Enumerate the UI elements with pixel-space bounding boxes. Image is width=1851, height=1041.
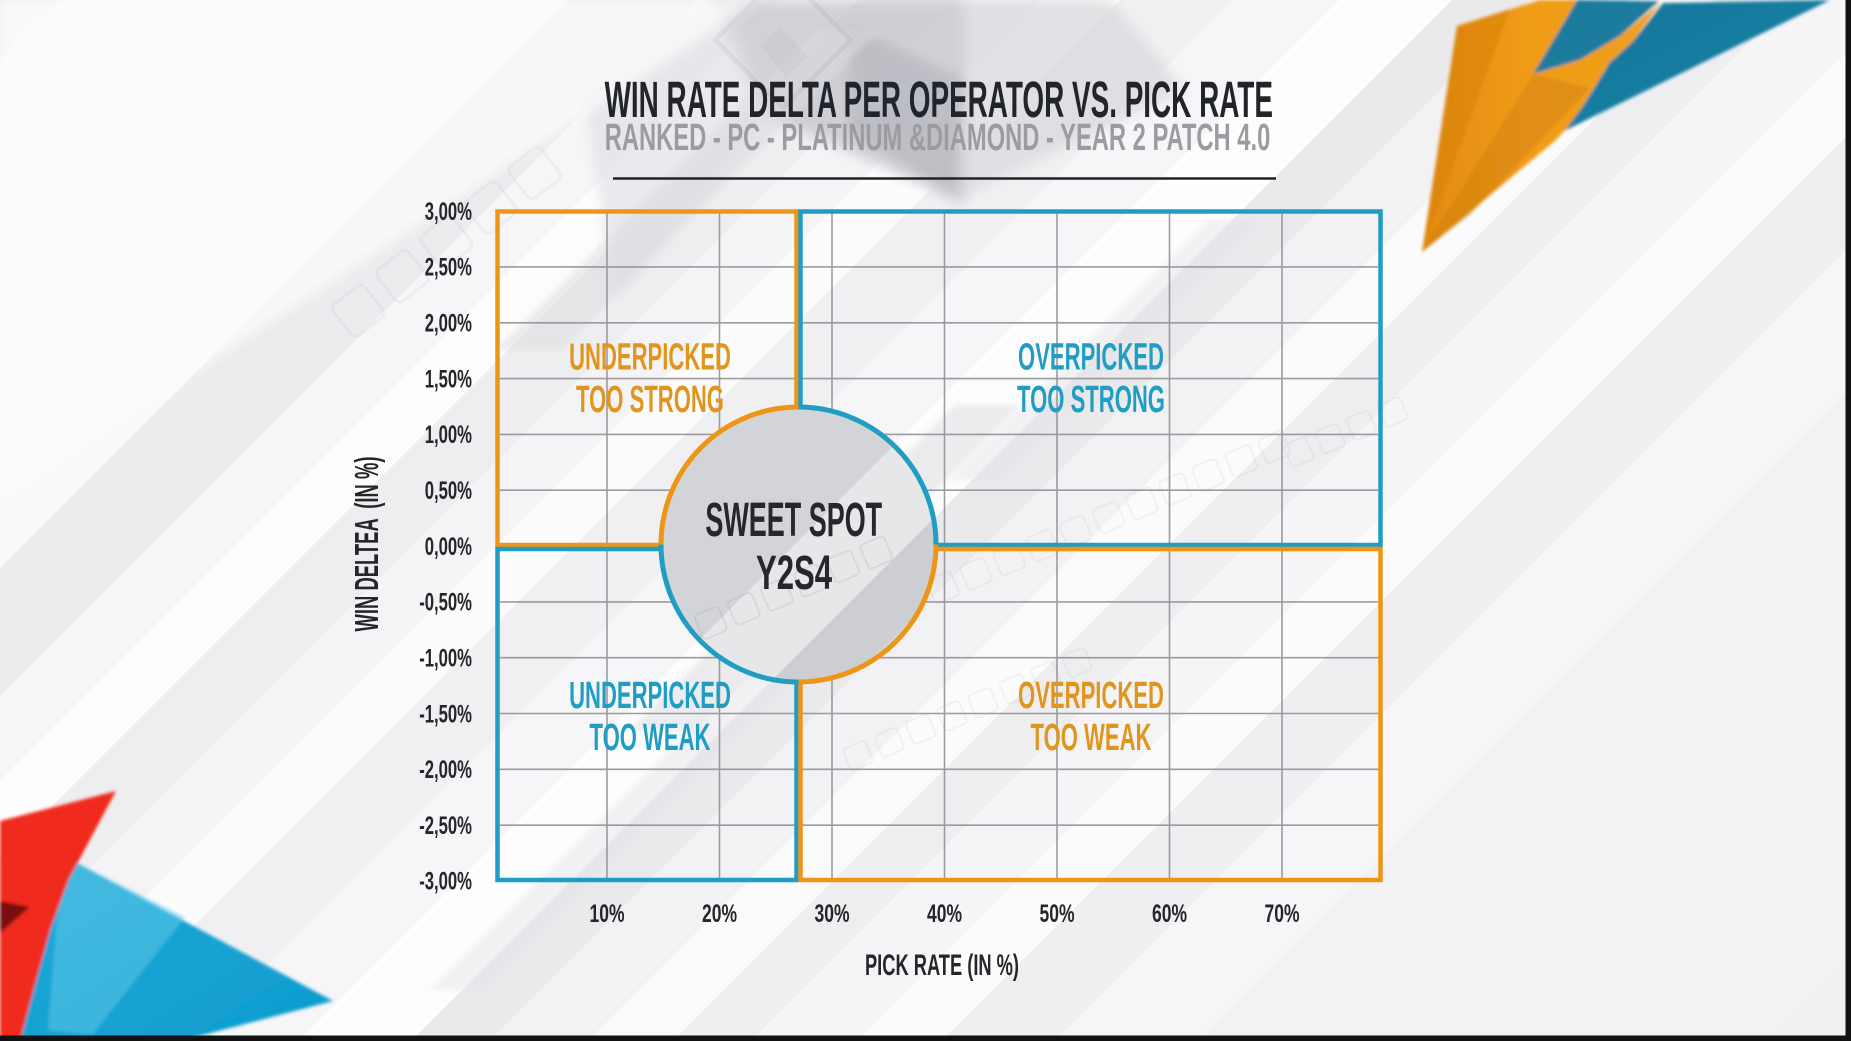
svg-text:50%: 50% [1039, 899, 1074, 928]
svg-text:TOO WEAK: TOO WEAK [1031, 716, 1152, 759]
svg-text:-2,50%: -2,50% [419, 812, 472, 840]
svg-text:TOO STRONG: TOO STRONG [576, 378, 724, 421]
svg-text:-3,00%: -3,00% [419, 867, 472, 895]
svg-text:0,50%: 0,50% [425, 477, 472, 505]
svg-text:SWEET SPOT: SWEET SPOT [705, 494, 882, 547]
svg-text:60%: 60% [1152, 899, 1187, 928]
svg-text:TOO WEAK: TOO WEAK [590, 716, 711, 759]
svg-text:Y2S4: Y2S4 [756, 545, 832, 600]
svg-text:RANKED - PC - PLATINUM &DIAMON: RANKED - PC - PLATINUM &DIAMOND - YEAR 2… [605, 115, 1271, 158]
svg-text:WIN RATE DELTA PER OPERATOR VS: WIN RATE DELTA PER OPERATOR VS. PICK RAT… [605, 71, 1273, 128]
svg-text:2,00%: 2,00% [425, 309, 472, 337]
svg-text:PICK RATE (IN %): PICK RATE (IN %) [865, 950, 1019, 982]
svg-text:TOO STRONG: TOO STRONG [1017, 378, 1165, 421]
svg-text:30%: 30% [814, 899, 849, 928]
svg-text:UNDERPICKED: UNDERPICKED [569, 335, 731, 378]
svg-text:1,00%: 1,00% [425, 421, 472, 449]
svg-text:-2,00%: -2,00% [419, 756, 472, 784]
svg-text:-1,50%: -1,50% [419, 700, 472, 728]
svg-text:70%: 70% [1264, 899, 1299, 928]
svg-text:10%: 10% [589, 899, 624, 928]
svg-text:-1,00%: -1,00% [419, 644, 472, 672]
svg-text:OVERPICKED: OVERPICKED [1018, 335, 1164, 378]
svg-text:OVERPICKED: OVERPICKED [1018, 674, 1164, 717]
svg-text:-0,50%: -0,50% [419, 588, 472, 616]
svg-text:1,50%: 1,50% [425, 365, 472, 393]
svg-text:2,50%: 2,50% [425, 253, 472, 281]
svg-text:WIN DELTEA (IN %): WIN DELTEA (IN %) [348, 457, 385, 632]
svg-text:3,00%: 3,00% [425, 198, 472, 226]
svg-text:40%: 40% [927, 899, 962, 928]
svg-text:0,00%: 0,00% [425, 532, 472, 560]
svg-text:20%: 20% [702, 899, 737, 928]
svg-text:UNDERPICKED: UNDERPICKED [569, 674, 731, 717]
